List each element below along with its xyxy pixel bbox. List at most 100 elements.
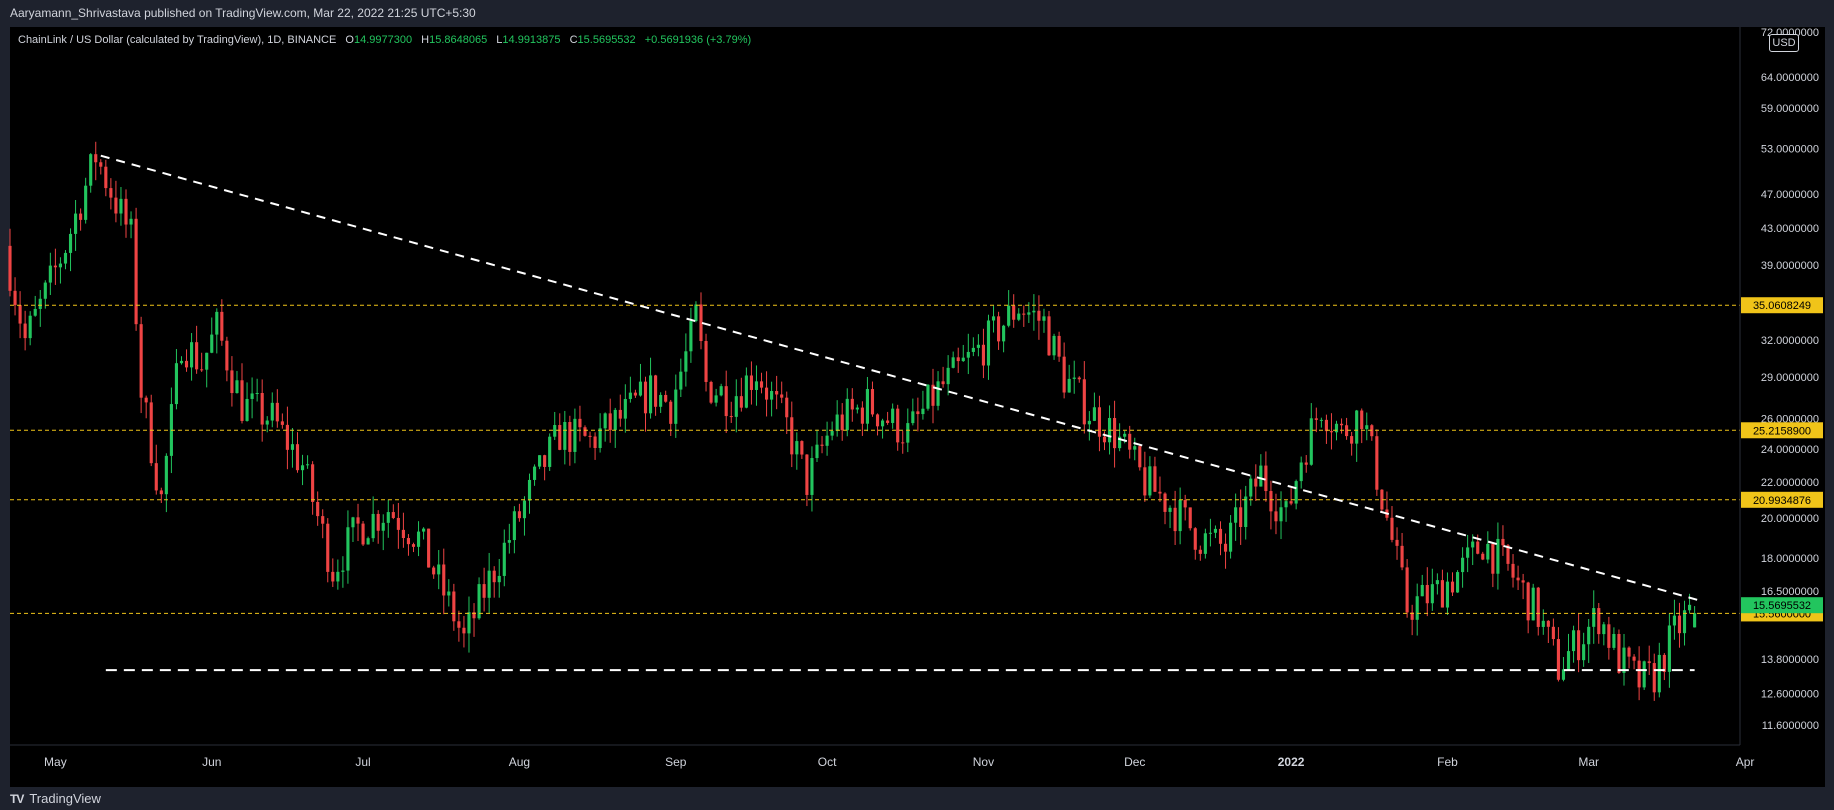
candle[interactable] (1496, 522, 1500, 590)
candle[interactable] (502, 529, 506, 587)
candle[interactable] (109, 178, 113, 210)
candle[interactable] (522, 496, 527, 536)
candle[interactable] (684, 333, 688, 387)
candle[interactable] (18, 291, 22, 339)
candle[interactable] (48, 252, 52, 295)
candle[interactable] (215, 308, 219, 354)
candle[interactable] (1350, 431, 1354, 456)
candle[interactable] (79, 208, 83, 231)
candle[interactable] (1234, 493, 1238, 541)
candle[interactable] (1481, 551, 1485, 561)
candle[interactable] (810, 446, 814, 512)
candle[interactable] (74, 199, 78, 251)
candle[interactable] (1380, 489, 1384, 513)
candle[interactable] (981, 328, 986, 379)
candle[interactable] (240, 363, 244, 424)
candle[interactable] (709, 380, 713, 405)
candle[interactable] (1652, 653, 1656, 701)
candle[interactable] (1410, 604, 1414, 636)
candle[interactable] (628, 376, 632, 403)
candle[interactable] (618, 394, 622, 427)
candle[interactable] (300, 454, 305, 486)
candle[interactable] (1582, 632, 1586, 667)
candle[interactable] (654, 374, 658, 416)
candle[interactable] (1602, 621, 1606, 646)
candle[interactable] (543, 454, 547, 481)
candle[interactable] (1577, 613, 1581, 673)
candle[interactable] (1506, 544, 1510, 571)
candle[interactable] (341, 556, 345, 588)
candle[interactable] (785, 391, 789, 435)
candle[interactable] (129, 211, 133, 239)
candle[interactable] (638, 363, 643, 397)
candle[interactable] (477, 577, 481, 620)
candle[interactable] (1143, 451, 1147, 502)
candle[interactable] (1566, 633, 1571, 670)
candle[interactable] (1677, 602, 1682, 648)
candle[interactable] (336, 559, 340, 590)
candle[interactable] (457, 610, 461, 642)
candle[interactable] (1012, 294, 1016, 328)
candle[interactable] (467, 596, 471, 653)
candle[interactable] (1339, 418, 1344, 434)
candle[interactable] (1672, 599, 1676, 640)
candle[interactable] (734, 379, 738, 433)
candle[interactable] (881, 418, 885, 439)
candle[interactable] (1032, 294, 1036, 331)
candle[interactable] (664, 390, 668, 403)
candle[interactable] (114, 180, 118, 223)
candle[interactable] (739, 377, 743, 412)
candle[interactable] (427, 528, 431, 568)
candle[interactable] (699, 292, 703, 350)
candle[interactable] (598, 413, 602, 453)
candle[interactable] (230, 356, 234, 407)
candle[interactable] (568, 415, 572, 466)
candle[interactable] (1208, 518, 1212, 547)
candle[interactable] (1365, 412, 1369, 441)
candle[interactable] (946, 355, 950, 396)
candle[interactable] (371, 496, 375, 542)
candle[interactable] (845, 388, 849, 437)
candle[interactable] (931, 368, 935, 424)
candle[interactable] (1057, 331, 1061, 362)
candle[interactable] (1082, 361, 1086, 434)
candle[interactable] (68, 228, 73, 272)
candle[interactable] (1430, 568, 1434, 611)
candle[interactable] (517, 503, 521, 522)
candle[interactable] (1627, 646, 1631, 669)
candle[interactable] (1516, 565, 1520, 591)
candle[interactable] (245, 382, 249, 422)
candle[interactable] (195, 325, 199, 374)
candle[interactable] (825, 421, 829, 456)
candle[interactable] (956, 347, 960, 373)
candle[interactable] (1375, 429, 1379, 496)
candle[interactable] (1193, 527, 1197, 560)
candle[interactable] (1561, 657, 1566, 682)
candle[interactable] (396, 502, 400, 549)
candle[interactable] (366, 536, 370, 545)
candle[interactable] (139, 316, 143, 414)
candle[interactable] (482, 567, 486, 612)
candle[interactable] (1455, 570, 1460, 593)
candle[interactable] (321, 509, 325, 539)
candle[interactable] (744, 367, 748, 409)
candle[interactable] (1183, 494, 1187, 521)
candle[interactable] (1546, 620, 1550, 644)
candle[interactable] (184, 349, 189, 372)
candle[interactable] (1355, 409, 1359, 462)
candle[interactable] (1188, 507, 1192, 531)
candle[interactable] (886, 411, 890, 425)
candle[interactable] (1223, 533, 1228, 569)
candle[interactable] (104, 159, 108, 197)
candle[interactable] (1647, 645, 1651, 675)
candle[interactable] (1113, 400, 1117, 468)
candle[interactable] (532, 464, 537, 486)
candle[interactable] (512, 506, 516, 554)
candle[interactable] (1163, 492, 1167, 525)
candle[interactable] (704, 333, 708, 392)
candle[interactable] (1420, 574, 1424, 597)
candle[interactable] (1531, 583, 1535, 621)
candle[interactable] (643, 376, 648, 432)
candle[interactable] (53, 248, 57, 285)
candle[interactable] (1592, 590, 1596, 644)
